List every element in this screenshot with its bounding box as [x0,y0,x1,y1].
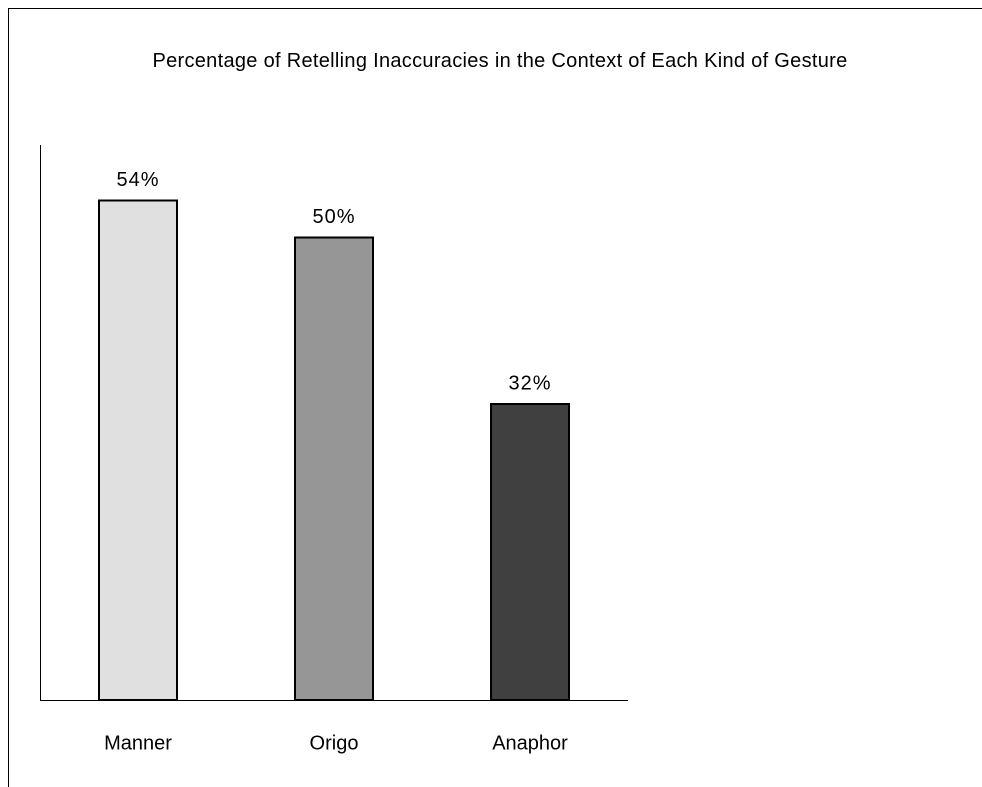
value-label: 50% [312,206,355,228]
x-tick-label: Origo [310,732,359,754]
x-tick-label: Anaphor [492,732,568,754]
chart-title: Percentage of Retelling Inaccuracies in … [152,50,848,72]
bar [98,199,178,701]
bar [294,236,374,701]
value-label: 32% [508,372,551,394]
value-label: 54% [116,169,159,191]
bar [490,403,570,701]
x-tick-label: Manner [104,732,172,754]
